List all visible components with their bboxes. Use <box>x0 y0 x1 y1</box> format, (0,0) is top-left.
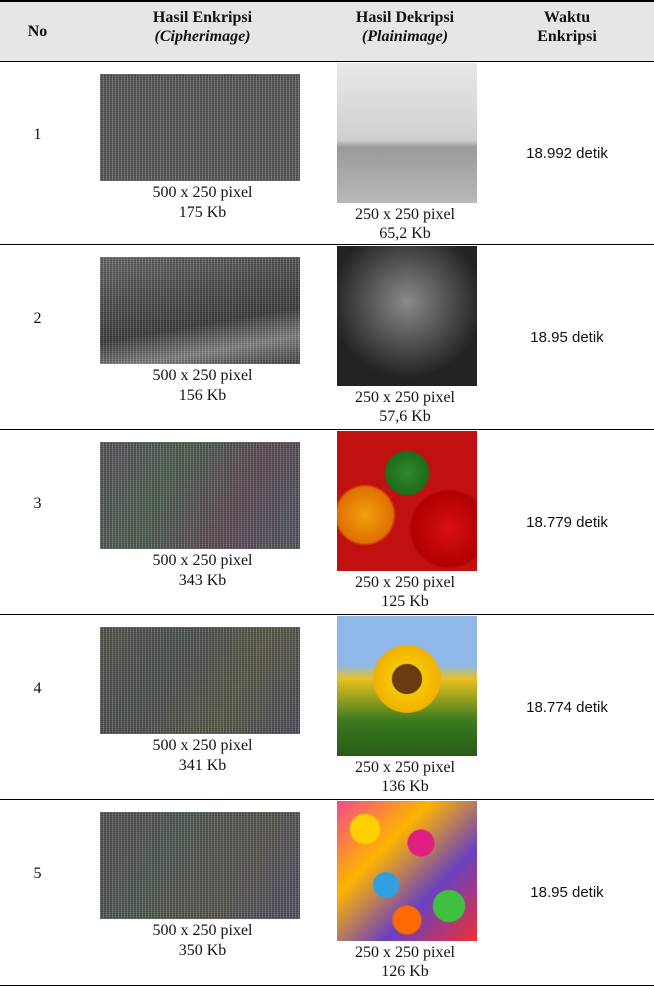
row-number: 4 <box>0 680 75 698</box>
plain-image <box>337 616 477 756</box>
plain-image <box>337 246 477 386</box>
row-number: 3 <box>0 495 75 513</box>
cipher-caption: 500 x 250 pixel <box>75 551 330 571</box>
header-cipher: Hasil Enkripsi (Cipherimage) <box>75 8 330 46</box>
plain-image <box>337 63 477 203</box>
plain-caption: 250 x 250 pixel <box>330 943 480 963</box>
plain-caption: 126 Kb <box>330 962 480 982</box>
header-text: Enkripsi <box>480 27 654 46</box>
plain-image <box>337 801 477 941</box>
cipher-caption: 175 Kb <box>75 203 330 223</box>
plain-caption: 136 Kb <box>330 777 480 797</box>
cipher-caption: 500 x 250 pixel <box>75 183 330 203</box>
header-no: No <box>0 22 75 41</box>
cipher-image <box>100 812 300 919</box>
cipher-caption: 500 x 250 pixel <box>75 366 330 386</box>
encryption-time: 18.95 detik <box>480 884 654 901</box>
encryption-time: 18.992 detik <box>480 145 654 162</box>
header-text: (Cipherimage) <box>75 27 330 46</box>
cipher-caption: 341 Kb <box>75 756 330 776</box>
cipher-image <box>100 627 300 734</box>
plain-caption: 250 x 250 pixel <box>330 573 480 593</box>
header-text: Hasil Dekripsi <box>330 8 480 27</box>
cipher-caption: 500 x 250 pixel <box>75 736 330 756</box>
row-number: 5 <box>0 865 75 883</box>
plain-caption: 125 Kb <box>330 592 480 612</box>
encryption-time: 18.774 detik <box>480 699 654 716</box>
cipher-caption: 343 Kb <box>75 571 330 591</box>
cipher-caption: 500 x 250 pixel <box>75 921 330 941</box>
header-text: Hasil Enkripsi <box>75 8 330 27</box>
plain-caption: 250 x 250 pixel <box>330 205 480 225</box>
cipher-caption: 156 Kb <box>75 386 330 406</box>
plain-caption: 65,2 Kb <box>330 224 480 244</box>
plain-image <box>337 431 477 571</box>
cipher-image <box>100 74 300 181</box>
cipher-image <box>100 442 300 549</box>
header-text: Waktu <box>480 8 654 27</box>
cipher-caption: 350 Kb <box>75 941 330 961</box>
plain-caption: 250 x 250 pixel <box>330 388 480 408</box>
row-number: 2 <box>0 310 75 328</box>
table-header: No Hasil Enkripsi (Cipherimage) Hasil De… <box>0 0 654 62</box>
header-plain: Hasil Dekripsi (Plainimage) <box>330 8 480 46</box>
header-time: Waktu Enkripsi <box>480 8 654 46</box>
encryption-time: 18.779 detik <box>480 514 654 531</box>
encryption-time: 18.95 detik <box>480 329 654 346</box>
plain-caption: 57,6 Kb <box>330 407 480 427</box>
page: {"table": { "header": { "no": "No", "cip… <box>0 0 654 986</box>
cipher-image <box>100 257 300 364</box>
row-number: 1 <box>0 126 75 144</box>
plain-caption: 250 x 250 pixel <box>330 758 480 778</box>
header-text: (Plainimage) <box>330 27 480 46</box>
